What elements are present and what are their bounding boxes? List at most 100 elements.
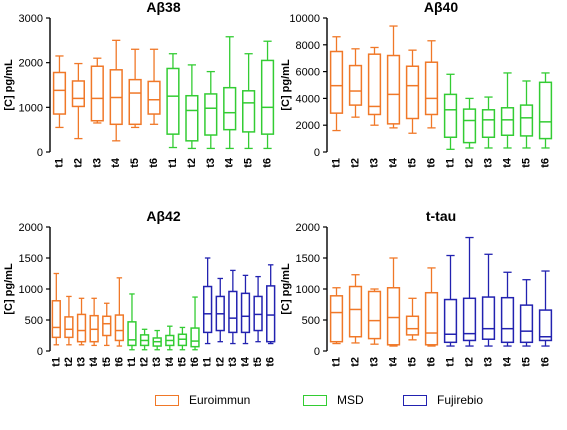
x-tick-label: t4 [224, 157, 236, 168]
box-iqr [51, 300, 61, 339]
box-euroimmun-t6 [424, 267, 439, 347]
x-tick-label: t3 [91, 158, 103, 168]
box-iqr [240, 292, 251, 334]
box-euroimmun-t5 [405, 49, 420, 134]
x-tick-label: t6 [262, 158, 274, 168]
y-axis-label: [C] pg/mL [3, 263, 15, 315]
y-axis-label: [C] pg/mL [280, 59, 292, 111]
box-iqr [64, 316, 74, 339]
box-fujirebio-t4 [240, 274, 251, 345]
x-tick-label: t2 [464, 357, 476, 367]
box-fujirebio-t3 [228, 269, 238, 345]
box-euroimmun-t4 [109, 39, 123, 142]
x-tick-label: t1 [126, 357, 138, 367]
box-euroimmun-t4 [89, 297, 99, 347]
box-iqr [329, 295, 344, 343]
y-tick-label: 6000 [296, 67, 320, 79]
box-euroimmun-t2 [348, 274, 363, 344]
box-msd-t6 [260, 40, 275, 150]
box-euroimmun-t3 [90, 57, 104, 124]
box-iqr [102, 315, 112, 337]
y-tick-label: 500 [302, 315, 320, 327]
box-iqr [500, 107, 515, 136]
x-tick-label: t1 [167, 158, 179, 168]
y-tick-label: 500 [25, 315, 43, 327]
chart-panel-0: Aβ38 0 1000 2000 3000 [C] pg/mL t1 t2 t3 t4 t5 t6 t1… [3, 0, 275, 168]
x-tick-label: t5 [407, 158, 419, 168]
x-tick-label: t3 [227, 357, 239, 367]
box-iqr [223, 86, 237, 131]
box-euroimmun-t6 [147, 48, 161, 125]
box-fujirebio-t4 [500, 271, 515, 347]
legend-item-fujirebio: Fujirebio [403, 380, 483, 420]
x-tick-label: t1 [445, 357, 457, 367]
box-iqr [147, 80, 161, 115]
y-axis-label: [C] pg/mL [3, 59, 15, 111]
box-iqr [462, 297, 477, 342]
box-iqr [519, 104, 534, 137]
box-euroimmun-t3 [367, 46, 382, 126]
box-euroimmun-t3 [367, 288, 382, 345]
box-euroimmun-t5 [102, 302, 112, 347]
box-iqr [76, 313, 87, 343]
box-iqr [405, 65, 420, 120]
box-iqr [538, 309, 553, 342]
legend-label-msd: MSD [337, 393, 364, 407]
x-tick-label: t6 [189, 357, 201, 367]
box-euroimmun-t2 [64, 295, 74, 346]
box-iqr [386, 287, 401, 346]
box-msd-t5 [519, 80, 534, 149]
y-tick-label: 0 [37, 346, 43, 358]
box-msd-t6 [538, 72, 553, 149]
x-tick-label: t5 [521, 158, 533, 168]
y-tick-label: 1500 [19, 253, 43, 265]
box-euroimmun-t1 [329, 287, 344, 345]
x-tick-label: t4 [502, 356, 514, 367]
x-tick-label: t6 [426, 158, 438, 168]
chart-panel-1: Aβ40 0 2000 4000 6000 8000 10000 [C] pg/mL t1 t2 t… [280, 0, 553, 168]
box-fujirebio-t6 [538, 270, 553, 347]
y-tick-label: 0 [314, 346, 320, 358]
chart-title: t-tau [426, 208, 456, 224]
box-euroimmun-t3 [76, 297, 87, 346]
box-fujirebio-t2 [462, 236, 477, 347]
x-tick-label: t5 [129, 158, 141, 168]
box-euroimmun-t2 [71, 62, 85, 140]
box-iqr [329, 50, 344, 114]
box-euroimmun-t4 [386, 257, 401, 347]
x-tick-label: t3 [369, 357, 381, 367]
x-tick-label: t1 [53, 158, 65, 168]
box-msd-t2 [139, 328, 150, 351]
box-iqr [242, 90, 256, 133]
x-tick-label: t2 [139, 357, 151, 367]
box-iqr [253, 295, 263, 332]
x-tick-label: t5 [521, 357, 533, 367]
box-msd-t1 [443, 73, 458, 150]
x-tick-label: t4 [388, 356, 400, 367]
box-euroimmun-t6 [424, 40, 439, 129]
x-tick-label: t1 [445, 158, 457, 168]
box-fujirebio-t5 [519, 279, 534, 347]
x-tick-label: t6 [265, 357, 277, 367]
box-msd-t5 [242, 53, 256, 150]
x-tick-label: t3 [483, 357, 495, 367]
y-tick-label: 2000 [296, 222, 320, 234]
y-tick-label: 1500 [296, 253, 320, 265]
box-euroimmun-t1 [329, 36, 344, 132]
box-iqr [424, 291, 439, 346]
box-euroimmun-t1 [52, 55, 67, 129]
y-tick-label: 1000 [296, 284, 320, 296]
y-tick-label: 3000 [19, 13, 43, 25]
x-tick-label: t1 [331, 357, 343, 367]
box-iqr [348, 64, 363, 106]
box-fujirebio-t6 [266, 264, 276, 345]
box-iqr [367, 53, 382, 116]
x-tick-label: t6 [148, 158, 160, 168]
box-iqr [190, 327, 200, 348]
box-iqr [519, 304, 534, 344]
box-msd-t2 [185, 64, 199, 150]
box-msd-t4 [165, 325, 175, 351]
box-iqr [90, 65, 104, 122]
box-iqr [202, 285, 213, 334]
